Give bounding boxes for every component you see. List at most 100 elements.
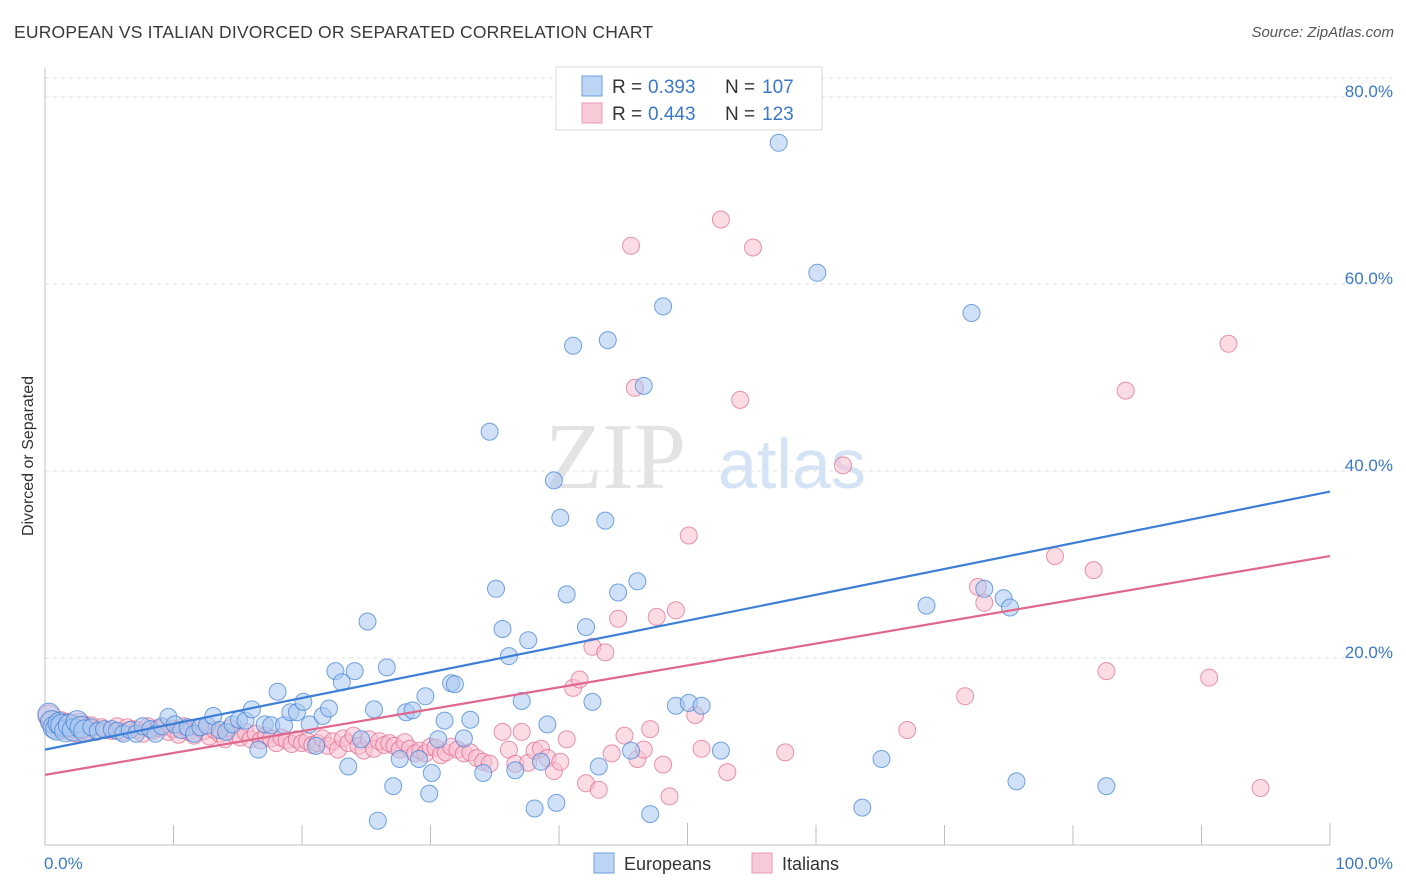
italian-point [1116,381,1135,400]
european-point [598,331,617,350]
trend-lines [44,490,1331,776]
italian-point [711,210,730,229]
italian-point [622,236,640,255]
italian-point [615,726,634,745]
european-point [872,750,891,768]
watermark-zip: ZIP [545,405,686,509]
italian-point [641,720,660,739]
europeans-trend-line [44,490,1331,751]
italian-point [647,607,666,626]
legend-n-label-2: N = [725,104,755,125]
european-point [1097,777,1116,796]
european-point [358,612,377,631]
european-point [589,757,608,776]
european-point [409,750,428,768]
european-point [365,700,383,719]
watermark: ZIP atlas [545,405,866,509]
italian-point [609,609,628,628]
italian-point [654,755,673,774]
italian-point [956,687,975,706]
y-tick-label: 20.0% [1345,643,1393,662]
italian-point [776,743,795,762]
european-point [445,675,464,694]
european-point [506,761,525,780]
european-point [654,297,673,316]
european-point [1001,598,1019,617]
european-point [320,699,338,718]
european-point [416,687,435,706]
series-legend: Europeans Italians [593,852,839,874]
legend-swatch-italians [581,102,603,124]
correlation-legend: R = 0.393 N = 107 R = 0.443 N = 123 [555,66,823,131]
legend-n-value-2: 123 [762,104,794,125]
x-tick-label-max: 100.0% [1335,854,1393,873]
italian-point [589,780,608,799]
italian-point [1084,561,1103,580]
bottom-legend-swatch-europeans [593,852,615,874]
european-point [769,133,788,152]
y-tick-label: 60.0% [1345,269,1393,288]
european-point [557,585,576,604]
italian-point [602,744,621,763]
bottom-legend-swatch-italians [751,852,773,874]
european-point [622,741,640,760]
european-point [583,692,602,711]
european-point [249,740,268,759]
european-point [609,583,628,602]
european-point [461,710,480,729]
european-point [429,730,448,749]
european-point [634,376,653,395]
legend-n-value-1: 107 [762,77,794,98]
italian-point [834,456,852,475]
legend-r-label-2: R = [612,104,642,125]
legend-n-label-1: N = [725,77,755,98]
italian-point [596,643,615,662]
bottom-legend-italians: Italians [782,854,839,874]
european-point [1007,772,1026,791]
chart-title: EUROPEAN VS ITALIAN DIVORCED OR SEPARATE… [14,22,654,42]
european-point [808,263,827,282]
european-point [307,736,326,755]
european-point [975,579,994,598]
european-point [390,750,409,768]
european-point [532,752,550,771]
x-tick-label-min: 0.0% [44,854,83,873]
european-point [853,798,872,817]
european-point [493,620,512,638]
european-point [538,715,557,734]
european-point [544,471,563,490]
italian-point [744,238,762,257]
european-point [692,696,711,715]
italian-point [557,730,576,749]
european-point [564,336,583,355]
italian-point [512,722,531,741]
european-point [547,793,566,812]
tick-labels: 20.0% 40.0% 60.0% 80.0% 0.0% 100.0% [44,82,1393,873]
italians-trend-line [44,555,1331,776]
european-point [377,658,396,677]
italian-point [1251,779,1270,797]
european-point [268,682,287,701]
european-point [512,692,531,710]
european-point [551,508,570,527]
european-point [368,811,387,830]
gridlines [45,77,1392,659]
european-point [422,764,441,782]
italian-point [1200,668,1219,687]
legend-r-value-2: 0.443 [648,104,696,125]
european-point [384,777,403,796]
italian-point [660,787,679,806]
european-point [711,741,730,760]
italian-point [1046,547,1064,566]
european-point [487,579,505,598]
source-credit: Source: ZipAtlas.com [1251,24,1394,41]
european-point [917,596,936,615]
european-point [339,757,358,776]
european-point [641,805,660,824]
european-point [519,631,538,650]
italian-point [679,526,698,545]
legend-r-label-1: R = [612,77,642,98]
european-point [577,618,595,637]
legend-r-value-1: 0.393 [648,77,696,98]
